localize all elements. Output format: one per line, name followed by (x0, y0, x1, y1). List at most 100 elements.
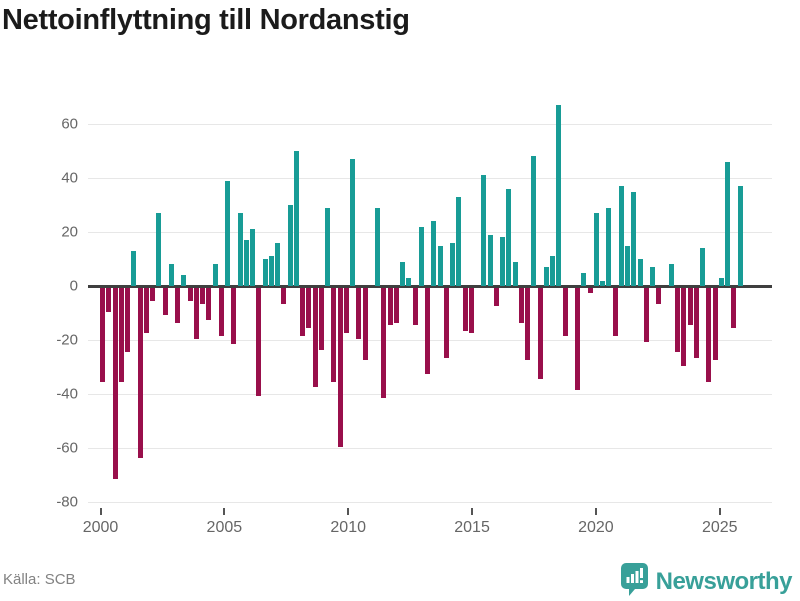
bar-positive (593, 213, 599, 286)
x-axis-tick-label: 2025 (701, 519, 738, 536)
bar-positive (156, 213, 162, 286)
bar-positive (500, 237, 505, 286)
gridline (88, 502, 772, 503)
bar-negative (125, 287, 130, 353)
zero-axis-line (88, 285, 772, 288)
bar-positive (550, 256, 555, 286)
gridline (88, 232, 772, 233)
bar-negative (525, 287, 530, 361)
bar-negative (331, 287, 337, 382)
bar-negative (206, 287, 212, 320)
bar-positive (243, 240, 249, 286)
bar-negative (218, 287, 224, 337)
bar-positive (737, 186, 743, 286)
bar-positive (250, 229, 255, 286)
bar-negative (612, 287, 618, 337)
bar-positive (668, 264, 674, 286)
x-axis-tick (99, 508, 102, 515)
bar-positive (700, 248, 705, 286)
bar-positive (718, 277, 724, 286)
bar-negative (193, 287, 199, 339)
bar-positive (650, 267, 655, 286)
bar-negative (687, 287, 693, 326)
bar-positive (531, 156, 537, 286)
bar-positive (481, 175, 487, 286)
bar-positive (456, 196, 462, 286)
y-axis-tick-label: -80 (56, 493, 78, 511)
gridline (88, 178, 772, 179)
bar-positive (406, 277, 412, 286)
brand-name: Newsworthy (655, 568, 793, 595)
bar-positive (450, 242, 455, 286)
bar-negative (281, 287, 287, 304)
bar-positive (131, 250, 137, 286)
y-axis-tick-label: 0 (69, 277, 78, 295)
bar-positive (350, 159, 355, 286)
source-label: Källa: SCB (3, 571, 76, 588)
bar-positive (543, 267, 549, 286)
x-axis-tick (718, 508, 721, 515)
bar-negative (731, 287, 737, 328)
y-axis-tick-label: 20 (61, 223, 78, 241)
bar-negative (343, 287, 349, 334)
bar-negative (150, 287, 155, 301)
bar-negative (468, 287, 474, 334)
x-axis-tick-label: 2015 (454, 519, 490, 536)
bar-negative (362, 287, 368, 361)
bar-negative (643, 287, 649, 342)
bar-negative (706, 287, 712, 382)
bar-positive (625, 245, 630, 286)
x-axis-tick-label: 2010 (330, 519, 366, 536)
x-axis-tick-label: 2020 (578, 519, 614, 536)
bar-negative (518, 287, 524, 323)
gridline (88, 124, 772, 125)
bar-positive (725, 161, 730, 286)
bar-positive (400, 261, 405, 286)
bar-negative (337, 287, 343, 447)
bar-negative (443, 287, 449, 358)
bar-negative (693, 287, 699, 358)
gridline (88, 340, 772, 341)
bar-positive (212, 264, 218, 286)
bar-negative (112, 287, 118, 480)
x-axis-tick (347, 508, 350, 515)
bar-negative (300, 287, 305, 337)
bar-negative (575, 287, 580, 391)
bar-negative (675, 287, 680, 353)
bar-positive (512, 261, 518, 286)
bar-positive (556, 105, 562, 286)
bar-negative (162, 287, 168, 315)
bar-positive (275, 242, 280, 286)
bar-negative (462, 287, 468, 331)
bar-positive (237, 213, 243, 286)
x-axis-tick-label: 2000 (82, 519, 119, 536)
bar-negative (100, 287, 105, 382)
bar-positive (581, 272, 587, 286)
bar-negative (425, 287, 430, 374)
bar-negative (393, 287, 399, 323)
bar-positive (431, 221, 437, 286)
bar-negative (493, 287, 499, 307)
bar-positive (506, 188, 512, 286)
bar-negative (106, 287, 112, 312)
bar-negative (562, 287, 568, 337)
chart-title: Nettoinflyttning till Nordanstig (2, 4, 410, 36)
y-axis-tick-label: -60 (56, 439, 78, 457)
bar-positive (600, 280, 605, 286)
bar-negative (318, 287, 324, 350)
bar-negative (537, 287, 543, 380)
bar-positive (631, 191, 637, 286)
brand-lockup: Newsworthy (620, 563, 793, 601)
bar-positive (287, 205, 293, 286)
bar-negative (587, 287, 593, 293)
bar-positive (487, 234, 493, 286)
y-axis-tick-label: -20 (56, 331, 78, 349)
bar-negative (187, 287, 193, 301)
bar-negative (306, 287, 312, 328)
bar-positive (418, 226, 424, 286)
bar-positive (618, 186, 624, 286)
bar-positive (637, 259, 643, 286)
bar-negative (387, 287, 393, 326)
bar-positive (168, 264, 174, 286)
